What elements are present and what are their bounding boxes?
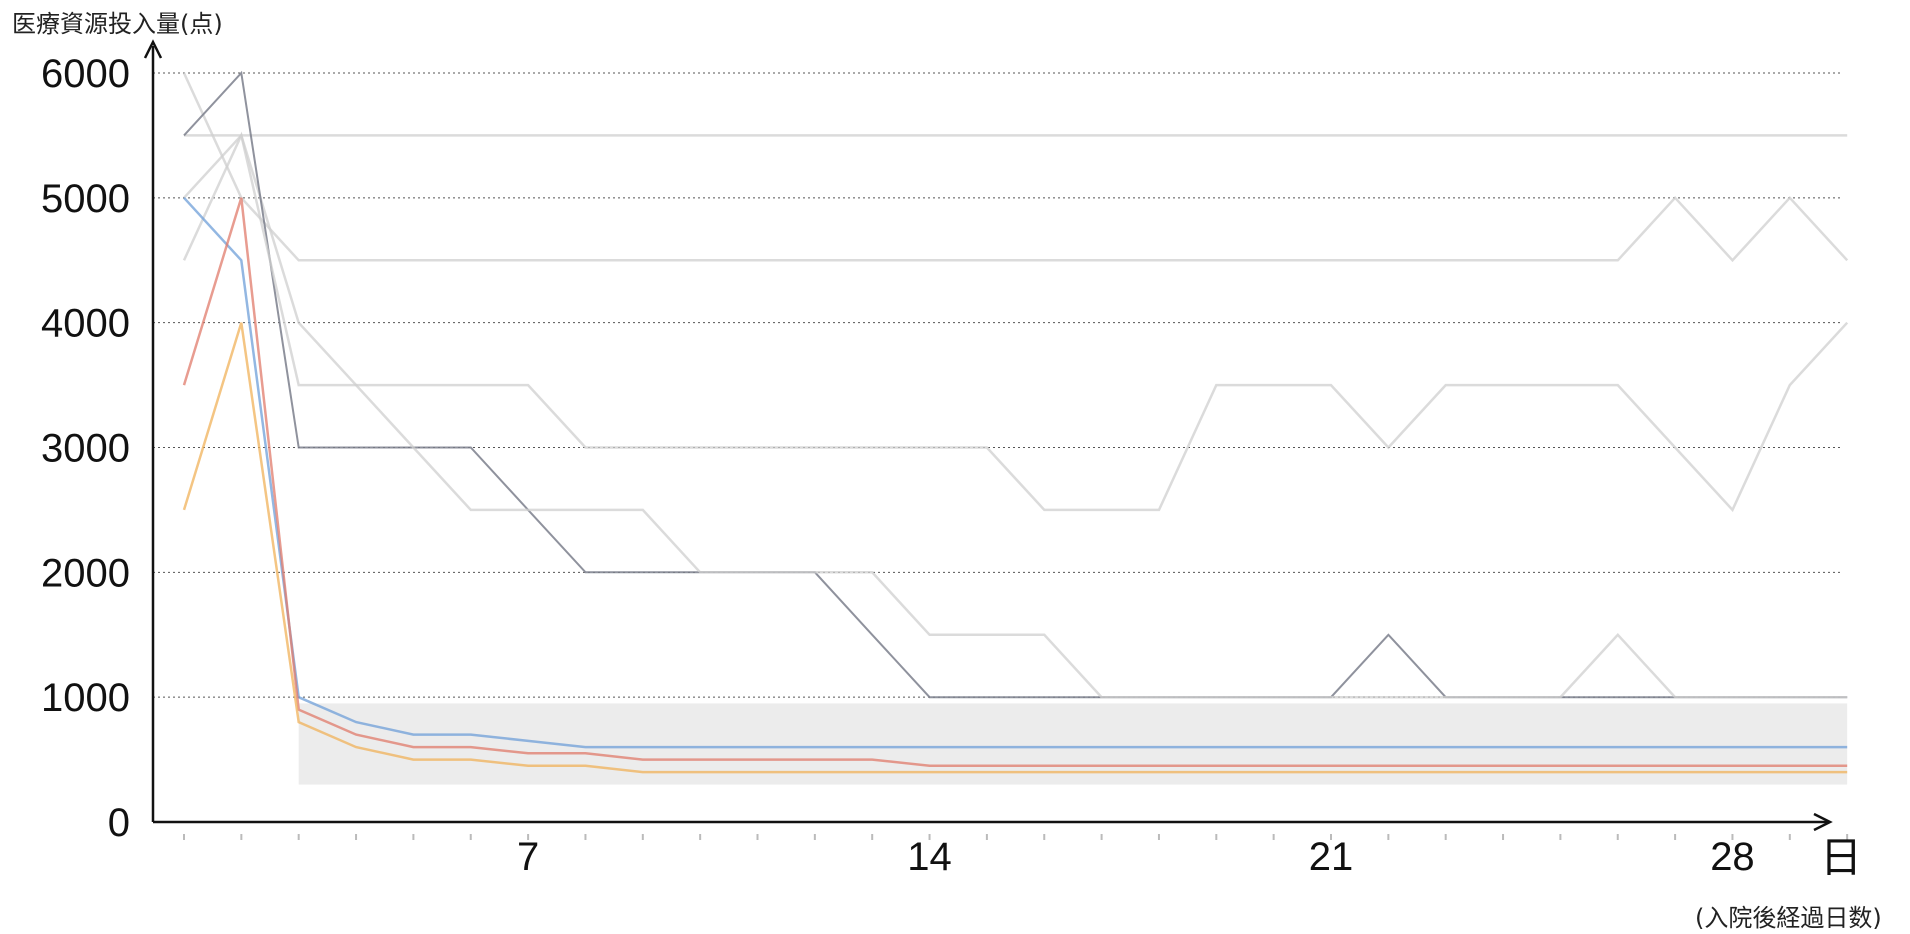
y-tick-label: 4000 — [41, 302, 130, 346]
y-axis-title: 医療資源投入量(点) — [12, 10, 223, 38]
axes — [143, 39, 1833, 832]
y-tick-label: 5000 — [41, 177, 130, 221]
x-axis-unit: 日 — [1820, 833, 1862, 882]
series-line — [182, 322, 1848, 774]
series-line — [183, 70, 1848, 699]
series-line — [183, 132, 1849, 513]
x-axis-title: (入院後経過日数) — [1695, 904, 1882, 932]
y-tick-labels: 0 1000 2000 3000 4000 5000 6000 — [41, 52, 130, 845]
x-tick-labels: 7 14 21 28 — [183, 834, 1849, 879]
x-tick-label: 28 — [1710, 835, 1755, 879]
x-tick-label: 21 — [1309, 835, 1354, 879]
y-tick-label: 1000 — [41, 676, 130, 720]
y-tick-label: 0 — [108, 801, 130, 845]
x-tick-label: 7 — [517, 835, 539, 879]
x-tick-label: 14 — [907, 835, 952, 879]
series-line — [182, 197, 1848, 768]
y-tick-label: 3000 — [41, 427, 130, 471]
x-axis-arrow-icon — [1813, 812, 1833, 832]
series-line — [182, 72, 1849, 263]
series-line — [182, 131, 1848, 699]
y-tick-label: 6000 — [41, 52, 130, 96]
y-axis-arrow-icon — [143, 39, 163, 59]
series-lines — [182, 70, 1849, 785]
series-line — [183, 196, 1848, 749]
y-tick-label: 2000 — [41, 551, 130, 595]
